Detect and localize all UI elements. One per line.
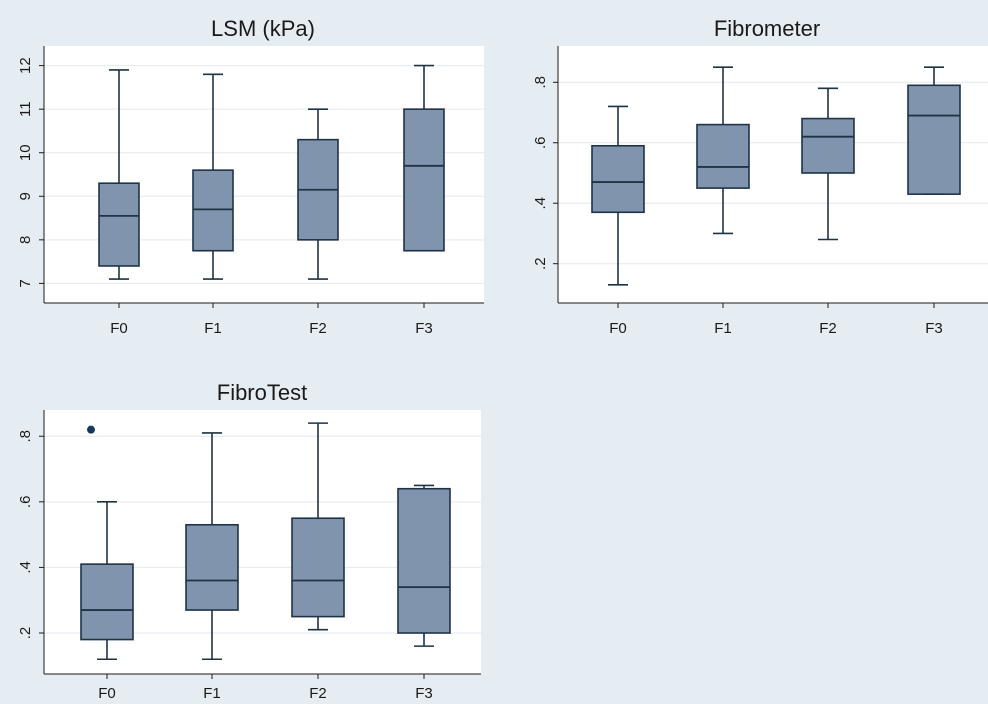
outlier-point <box>87 425 95 434</box>
y-tick-label: .4 <box>532 197 549 210</box>
box-F0 <box>80 425 134 661</box>
y-tick-label: .8 <box>532 76 549 89</box>
chart-title: FibroTest <box>217 380 307 405</box>
x-tick-label: F2 <box>819 320 837 337</box>
x-tick-label: F0 <box>609 320 627 337</box>
iqr-box <box>696 123 750 189</box>
iqr-box <box>185 523 239 611</box>
x-tick-label: F3 <box>415 685 433 702</box>
x-tick-label: F3 <box>925 320 943 337</box>
iqr-box <box>192 169 234 252</box>
chart-title: Fibrometer <box>714 16 820 41</box>
y-tick-label: 9 <box>17 192 34 200</box>
box-F1 <box>185 432 239 661</box>
y-tick-label: 12 <box>17 57 34 74</box>
chart-panel-2: .2 .4 .6 .8 F0 F1 F2 F3 Fibrometer <box>532 16 988 337</box>
chart-panel-1: 7 8 9 10 11 12 F0 F1 F2 F3 LSM (kPa) <box>17 16 484 337</box>
box-F3 <box>397 484 451 647</box>
y-tick-label: 8 <box>17 236 34 244</box>
y-tick-label: .2 <box>17 627 34 640</box>
x-tick-label: F0 <box>110 320 128 337</box>
iqr-box <box>98 182 140 267</box>
y-tick-label: .8 <box>17 430 34 443</box>
iqr-box <box>80 563 134 641</box>
iqr-box <box>291 517 345 618</box>
x-tick-label: F2 <box>309 685 327 702</box>
y-tick-label: 11 <box>17 101 34 117</box>
box-F2 <box>291 422 345 631</box>
y-tick-label: .6 <box>532 136 549 149</box>
x-tick-label: F2 <box>309 320 327 337</box>
y-tick-label: 7 <box>17 279 34 287</box>
y-tick-label: .6 <box>17 496 34 509</box>
box-F1 <box>696 66 750 235</box>
x-tick-label: F1 <box>203 685 221 702</box>
box-F1 <box>192 73 234 280</box>
box-F0 <box>591 105 645 286</box>
box-F3 <box>907 66 961 195</box>
y-tick-label: .4 <box>17 561 34 574</box>
x-tick-label: F1 <box>714 320 732 337</box>
iqr-box <box>907 84 961 195</box>
iqr-box <box>403 108 445 252</box>
y-tick-label: 10 <box>17 144 34 161</box>
chart-panel-3: .2 .4 .6 .8 F0 F1 F2 F3 FibroTest <box>17 380 481 702</box>
iqr-box <box>397 487 451 634</box>
box-F2 <box>297 108 339 280</box>
box-F2 <box>801 87 855 241</box>
x-tick-label: F1 <box>204 320 222 337</box>
y-tick-label: .2 <box>532 257 549 270</box>
box-F0 <box>98 69 140 280</box>
x-tick-label: F3 <box>415 320 433 337</box>
iqr-box <box>801 117 855 174</box>
x-tick-label: F0 <box>98 685 116 702</box>
box-F3 <box>403 64 445 252</box>
chart-title: LSM (kPa) <box>211 16 315 41</box>
iqr-box <box>591 144 645 214</box>
